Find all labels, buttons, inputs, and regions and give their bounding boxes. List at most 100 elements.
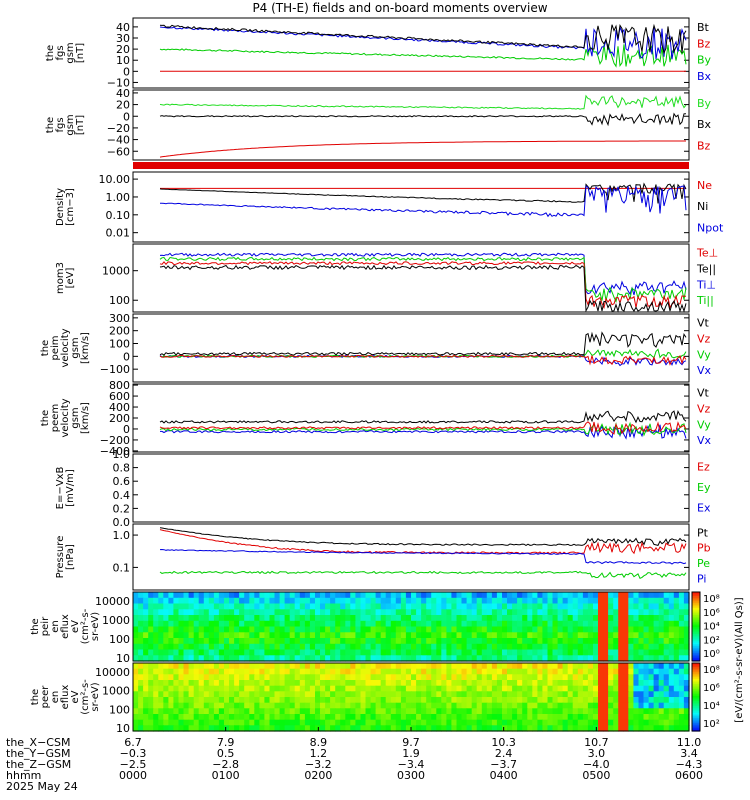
spectrogram-cell bbox=[471, 603, 478, 610]
spectrogram-cell bbox=[193, 680, 200, 687]
x-tick-label: −4.0 bbox=[583, 758, 610, 771]
spectrogram-cell bbox=[345, 714, 351, 721]
spectrogram-cell bbox=[234, 714, 240, 721]
spectrogram-cell bbox=[325, 615, 331, 622]
spectrogram-cell bbox=[218, 603, 225, 610]
spectrogram-cell bbox=[208, 725, 215, 732]
spectrogram-cell bbox=[446, 697, 453, 704]
spectrogram-cell bbox=[446, 702, 453, 709]
spectrogram-cell bbox=[259, 680, 266, 687]
spectrogram-cell bbox=[446, 649, 453, 656]
spectrogram-cell bbox=[567, 708, 574, 715]
spectrogram-cell bbox=[582, 615, 589, 622]
spectrogram-cell bbox=[345, 685, 351, 692]
spectrogram-cell bbox=[249, 649, 255, 656]
spectrogram-cell bbox=[208, 685, 215, 692]
legend-entry: Pe bbox=[697, 557, 710, 570]
spectrogram-cell bbox=[456, 680, 463, 687]
spectrogram-cell bbox=[234, 592, 240, 599]
spectrogram-cell bbox=[294, 603, 301, 610]
spectrogram-cell bbox=[254, 620, 260, 628]
spectrogram-cell bbox=[264, 680, 271, 687]
spectrogram-cell bbox=[593, 702, 599, 709]
colorbar-step bbox=[692, 683, 700, 686]
spectrogram-cell bbox=[598, 655, 604, 662]
spectrogram-cell bbox=[259, 620, 266, 628]
spectrogram-cell bbox=[572, 663, 579, 670]
spectrogram-cell bbox=[375, 638, 382, 645]
spectrogram-cell bbox=[224, 697, 230, 704]
colorbar-step bbox=[692, 698, 700, 701]
spectrogram-cell bbox=[173, 632, 180, 639]
spectrogram-cell bbox=[249, 603, 255, 610]
spectrogram-cell bbox=[380, 615, 387, 622]
spectrogram-cell bbox=[304, 655, 311, 662]
spectrogram-cell bbox=[527, 638, 533, 645]
spectrogram-cell bbox=[400, 620, 407, 628]
y-axis-label: en bbox=[50, 691, 61, 704]
spectrogram-cell bbox=[446, 655, 453, 662]
spectrogram-cell bbox=[234, 691, 240, 698]
spectrogram-cell bbox=[304, 592, 311, 599]
spectrogram-cell bbox=[522, 680, 528, 687]
spectrogram-cell bbox=[471, 691, 478, 698]
spectrogram-cell bbox=[315, 708, 321, 715]
spectrogram-cell bbox=[638, 655, 645, 662]
spectrogram-cell bbox=[577, 655, 584, 662]
spectrogram-cell bbox=[678, 702, 685, 709]
y-tick-label: 0 bbox=[123, 423, 130, 436]
spectrogram-cell bbox=[198, 643, 205, 651]
spectrogram-cell bbox=[618, 620, 624, 628]
spectrogram-cell bbox=[608, 680, 614, 687]
spectrogram-cell bbox=[421, 719, 427, 726]
spectrogram-cell bbox=[678, 592, 685, 599]
spectrogram-cell bbox=[375, 603, 382, 610]
spectrogram-cell bbox=[315, 685, 321, 692]
spectrogram-cell bbox=[476, 714, 483, 721]
spectrogram-cell bbox=[572, 643, 579, 651]
spectrogram-cell bbox=[254, 668, 260, 675]
spectrogram-cell bbox=[456, 685, 463, 692]
spectrogram-cell bbox=[411, 615, 417, 622]
spectrogram-cell bbox=[203, 685, 210, 692]
spectrogram-cell bbox=[355, 655, 362, 662]
spectrogram-cell bbox=[476, 691, 483, 698]
spectrogram-cell bbox=[527, 615, 533, 622]
spectrogram-cell bbox=[527, 663, 533, 670]
spectrogram-cell bbox=[208, 592, 215, 599]
spectrogram-cell bbox=[375, 615, 382, 622]
spectrogram-cell bbox=[496, 708, 503, 715]
spectrogram-cell bbox=[643, 714, 650, 721]
colorbar-step bbox=[692, 664, 700, 667]
spectrogram-cell bbox=[471, 649, 478, 656]
spectrogram-cell bbox=[375, 680, 382, 687]
spectrogram-cell bbox=[370, 632, 377, 639]
spectrogram-cell bbox=[587, 725, 594, 732]
spectrogram-cell bbox=[259, 649, 266, 656]
spectrogram-cell bbox=[683, 620, 690, 628]
y-axis-label: fgs bbox=[55, 117, 66, 132]
spectrogram-cell bbox=[416, 668, 422, 675]
spectrogram-cell bbox=[203, 643, 210, 651]
spectrogram-cell bbox=[577, 708, 584, 715]
spectrogram-cell bbox=[668, 632, 675, 639]
spectrogram-cell bbox=[613, 725, 619, 732]
spectrogram-cell bbox=[522, 674, 528, 681]
spectrogram-cell bbox=[350, 626, 356, 633]
spectrogram-cell bbox=[385, 725, 392, 732]
spectrogram-cell bbox=[385, 719, 392, 726]
spectrogram-cell bbox=[193, 649, 200, 656]
spectrogram-cell bbox=[562, 691, 569, 698]
spectrogram-cell bbox=[259, 697, 266, 704]
spectrogram-cell bbox=[613, 674, 619, 681]
spectrogram-cell bbox=[229, 638, 235, 645]
spectrogram-cell bbox=[330, 643, 336, 651]
spectrogram-cell bbox=[542, 725, 549, 732]
spectrogram-cell bbox=[481, 697, 488, 704]
spectrogram-cell bbox=[178, 697, 185, 704]
spectrogram-cell bbox=[663, 702, 670, 709]
spectrogram-cell bbox=[320, 603, 326, 610]
spectrogram-cell bbox=[168, 649, 175, 656]
spectrogram-cell bbox=[441, 609, 447, 616]
x-tick-label: 0000 bbox=[119, 769, 147, 782]
